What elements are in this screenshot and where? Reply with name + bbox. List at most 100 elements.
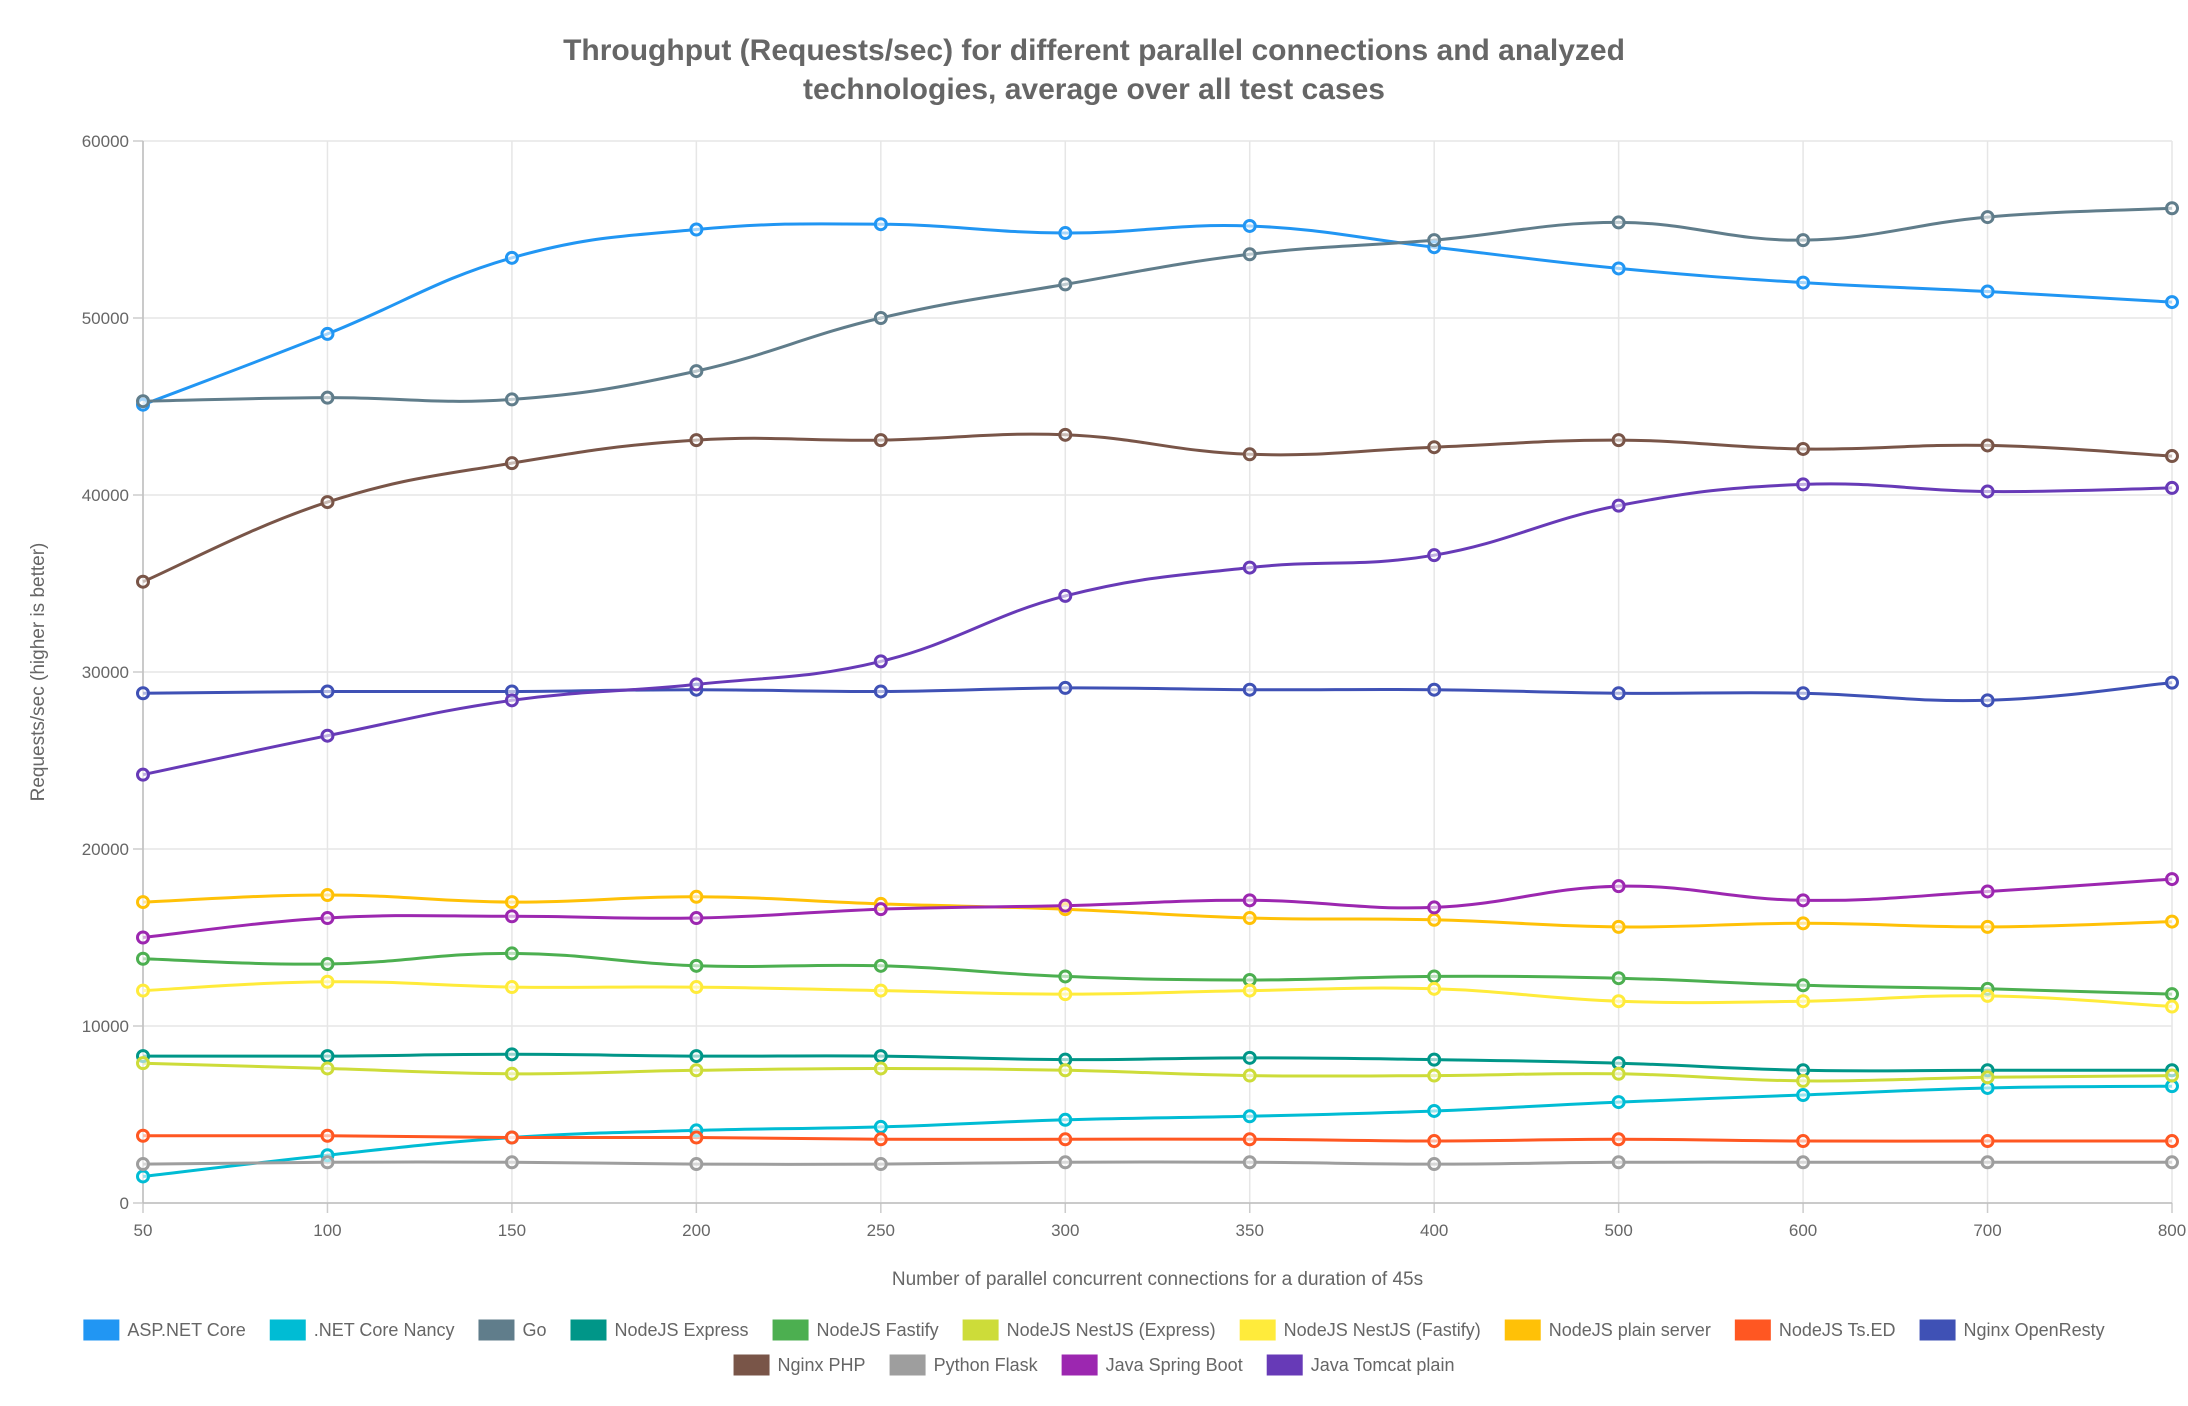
x-tick-label: 700 (1973, 1221, 2001, 1240)
data-point (1611, 994, 1626, 1009)
data-point (1427, 1068, 1442, 1083)
data-point (689, 364, 704, 379)
data-point (689, 889, 704, 904)
data-point (1427, 1103, 1442, 1118)
legend-swatch (1061, 1354, 1098, 1376)
data-point (136, 951, 150, 966)
data-point (136, 1157, 150, 1172)
y-tick-label: 60000 (82, 132, 129, 151)
data-point (689, 1130, 704, 1145)
data-point (1796, 978, 1811, 993)
data-point (320, 1049, 335, 1064)
data-point (1242, 560, 1257, 575)
series-line (142, 222, 2173, 407)
legend-label: NodeJS NestJS (Fastify) (1284, 1320, 1481, 1340)
data-point (873, 311, 888, 325)
data-point (1242, 1068, 1257, 1083)
data-point (1611, 971, 1626, 986)
data-point (1058, 680, 1073, 695)
data-point (873, 983, 888, 998)
data-point (873, 1119, 888, 1134)
data-point (689, 1049, 704, 1064)
data-point (136, 930, 150, 945)
data-point (1058, 427, 1073, 442)
data-point (689, 433, 704, 448)
x-tick-label: 300 (1051, 1221, 1079, 1240)
series-line (142, 980, 2173, 1008)
data-point (873, 433, 888, 448)
data-point (1980, 988, 1995, 1003)
chart-grid (133, 140, 2173, 1213)
x-tick-label: 600 (1789, 1221, 1817, 1240)
legend: ASP.NET Core .NET Core Nancy Go NodeJS Expr… (83, 1319, 2105, 1376)
data-point (1058, 277, 1073, 292)
series-line (142, 1052, 2172, 1073)
data-point (136, 983, 150, 998)
data-point (1058, 1155, 1073, 1170)
data-point (504, 980, 519, 995)
data-point (1611, 433, 1626, 448)
data-point (1796, 916, 1811, 931)
data-point (504, 909, 519, 924)
data-point (136, 1169, 150, 1184)
data-point (1611, 919, 1626, 934)
data-point (504, 1155, 519, 1170)
data-point (504, 392, 519, 407)
x-tick-label: 200 (682, 1221, 710, 1240)
data-point (2165, 201, 2179, 216)
data-point (689, 911, 704, 926)
data-point (1242, 893, 1257, 908)
chart-title-line-2: technologies, average over all test case… (803, 73, 1385, 106)
data-point (1796, 893, 1811, 908)
data-point (320, 957, 335, 972)
legend-label: Nginx PHP (778, 1355, 866, 1375)
data-point (1611, 215, 1626, 230)
data-point (1796, 233, 1811, 248)
data-point (2165, 1155, 2179, 1170)
data-point (1427, 912, 1442, 927)
data-point (689, 980, 704, 995)
data-point (320, 1155, 335, 1170)
legend-label: NodeJS Express (614, 1320, 748, 1340)
legend-swatch (772, 1319, 809, 1341)
data-point (1242, 218, 1257, 233)
data-point (1611, 1155, 1626, 1170)
data-point (1427, 1157, 1442, 1172)
data-point (1058, 1112, 1073, 1127)
x-tick-label: 100 (313, 1221, 341, 1240)
data-point (136, 1056, 150, 1071)
legend-swatch (1239, 1319, 1276, 1341)
data-point (1796, 275, 1811, 290)
legend-label: NodeJS Ts.ED (1779, 1320, 1896, 1340)
legend-label: Nginx OpenResty (1964, 1320, 2105, 1340)
data-point (1611, 261, 1626, 276)
legend-label: Java Spring Boot (1106, 1355, 1243, 1375)
y-tick-label: 20000 (82, 840, 129, 859)
data-point (1611, 686, 1626, 701)
legend-label: NodeJS NestJS (Express) (1007, 1320, 1216, 1340)
series-line (142, 681, 2173, 703)
legend-swatch (1919, 1319, 1956, 1341)
data-point (1058, 969, 1073, 984)
y-tick-label: 40000 (82, 486, 129, 505)
y-tick-label: 0 (120, 1194, 129, 1213)
data-point (1980, 1155, 1995, 1170)
data-point (1980, 693, 1995, 708)
data-point (1242, 911, 1257, 926)
data-point (504, 946, 519, 961)
legend-swatch (1504, 1319, 1541, 1341)
y-tick-label: 30000 (82, 663, 129, 682)
data-point (1427, 548, 1442, 563)
data-point (1242, 682, 1257, 697)
data-point (1242, 1050, 1257, 1065)
data-point (1427, 1134, 1442, 1149)
data-point (1796, 686, 1811, 701)
data-point (1058, 898, 1073, 913)
data-point (504, 1066, 519, 1081)
series-line (142, 206, 2173, 403)
data-point (1796, 477, 1811, 492)
data-point (1980, 438, 1995, 453)
x-tick-label: 150 (498, 1221, 526, 1240)
legend-swatch (83, 1319, 120, 1341)
data-point (1427, 969, 1442, 984)
